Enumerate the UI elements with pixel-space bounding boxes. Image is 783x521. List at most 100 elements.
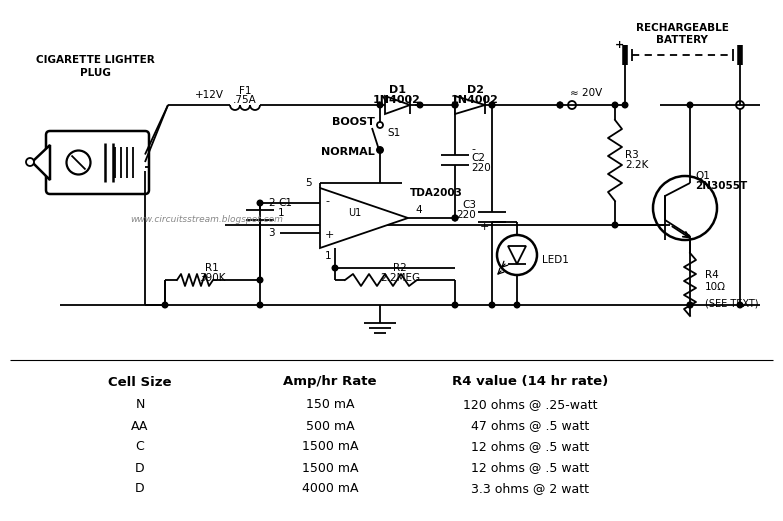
Text: 1: 1 — [278, 208, 285, 218]
Text: -: - — [325, 196, 329, 206]
Text: (SEE TEXT): (SEE TEXT) — [705, 298, 759, 308]
Text: 500 mA: 500 mA — [305, 419, 355, 432]
Text: U1: U1 — [348, 208, 362, 218]
Text: 150 mA: 150 mA — [305, 399, 354, 412]
Circle shape — [612, 102, 618, 108]
Text: C2: C2 — [471, 153, 485, 163]
Text: 1N4002: 1N4002 — [373, 95, 421, 105]
Text: -: - — [471, 144, 475, 154]
Text: R1: R1 — [205, 263, 219, 273]
Text: R3: R3 — [625, 150, 639, 160]
Text: 2.2MEG: 2.2MEG — [380, 273, 420, 283]
Polygon shape — [32, 145, 50, 180]
Text: R2: R2 — [393, 263, 407, 273]
Circle shape — [557, 102, 563, 108]
Polygon shape — [320, 188, 408, 248]
Circle shape — [514, 302, 520, 308]
Text: ≈ 20V: ≈ 20V — [570, 88, 602, 98]
Circle shape — [162, 302, 168, 308]
Text: 120 ohms @ .25-watt: 120 ohms @ .25-watt — [463, 399, 597, 412]
Circle shape — [377, 147, 383, 153]
Text: 47 ohms @ .5 watt: 47 ohms @ .5 watt — [471, 419, 589, 432]
Circle shape — [417, 102, 423, 108]
Text: 12 ohms @ .5 watt: 12 ohms @ .5 watt — [471, 462, 589, 475]
Text: 12 ohms @ .5 watt: 12 ohms @ .5 watt — [471, 440, 589, 453]
Text: 220: 220 — [456, 210, 476, 220]
Circle shape — [687, 102, 693, 108]
Text: 4000 mA: 4000 mA — [301, 482, 359, 495]
Text: NORMAL: NORMAL — [321, 147, 375, 157]
Circle shape — [453, 302, 458, 308]
Circle shape — [489, 102, 495, 108]
Circle shape — [687, 302, 693, 308]
Text: Amp/hr Rate: Amp/hr Rate — [283, 376, 377, 389]
Text: D1: D1 — [388, 85, 406, 95]
Circle shape — [736, 101, 744, 109]
Text: D: D — [135, 482, 145, 495]
Circle shape — [453, 215, 458, 221]
Circle shape — [622, 102, 628, 108]
Text: RECHARGEABLE: RECHARGEABLE — [636, 23, 728, 33]
Circle shape — [377, 147, 383, 153]
Text: 1: 1 — [325, 251, 332, 261]
Text: CIGARETTE LIGHTER: CIGARETTE LIGHTER — [35, 55, 154, 65]
Text: R4 value (14 hr rate): R4 value (14 hr rate) — [452, 376, 608, 389]
Text: 220: 220 — [471, 163, 491, 173]
Circle shape — [738, 302, 743, 308]
Text: 1N4002: 1N4002 — [451, 95, 499, 105]
Text: BATTERY: BATTERY — [656, 35, 708, 45]
Text: 3.3 ohms @ 2 watt: 3.3 ohms @ 2 watt — [471, 482, 589, 495]
Text: Cell Size: Cell Size — [108, 376, 171, 389]
Text: S1: S1 — [387, 128, 400, 138]
Text: D: D — [135, 462, 145, 475]
Text: D2: D2 — [467, 85, 483, 95]
Circle shape — [568, 101, 576, 109]
Polygon shape — [455, 96, 485, 114]
Text: 2: 2 — [269, 198, 275, 208]
Circle shape — [257, 302, 263, 308]
Text: R4: R4 — [705, 270, 719, 280]
Circle shape — [653, 176, 717, 240]
Circle shape — [377, 122, 383, 128]
Text: C3: C3 — [462, 200, 476, 210]
FancyBboxPatch shape — [46, 131, 149, 194]
Circle shape — [453, 102, 458, 108]
Circle shape — [26, 158, 34, 166]
Text: 4: 4 — [415, 205, 421, 215]
Text: PLUG: PLUG — [80, 68, 110, 78]
Circle shape — [687, 302, 693, 308]
Circle shape — [489, 302, 495, 308]
Text: 10Ω: 10Ω — [705, 282, 726, 292]
Text: 1500 mA: 1500 mA — [301, 440, 359, 453]
Text: N: N — [135, 399, 145, 412]
Circle shape — [489, 102, 495, 108]
Text: LED1: LED1 — [542, 255, 569, 265]
Text: C: C — [135, 440, 144, 453]
Circle shape — [453, 215, 458, 221]
Text: .75A: .75A — [233, 95, 257, 105]
Circle shape — [257, 200, 263, 206]
Text: 3: 3 — [269, 228, 275, 238]
Circle shape — [377, 102, 383, 108]
Text: BOOST: BOOST — [332, 117, 375, 127]
Circle shape — [332, 265, 337, 271]
Circle shape — [67, 151, 91, 175]
Circle shape — [453, 102, 458, 108]
Circle shape — [497, 235, 537, 275]
Text: +12V: +12V — [195, 90, 224, 100]
Text: 5: 5 — [305, 178, 312, 188]
Text: www.circuitsstream.blogspot.com: www.circuitsstream.blogspot.com — [130, 216, 283, 225]
Text: +: + — [615, 40, 625, 50]
Polygon shape — [508, 246, 526, 264]
Text: 2.2K: 2.2K — [625, 160, 648, 170]
Text: TDA2003: TDA2003 — [410, 188, 463, 198]
Polygon shape — [385, 96, 410, 114]
Circle shape — [557, 102, 563, 108]
Text: +: + — [325, 230, 334, 240]
Text: Q1: Q1 — [695, 171, 710, 181]
Text: F1: F1 — [239, 86, 251, 96]
Text: AA: AA — [132, 419, 149, 432]
Text: C1: C1 — [278, 198, 292, 208]
Text: 1500 mA: 1500 mA — [301, 462, 359, 475]
Text: 390K: 390K — [199, 273, 226, 283]
